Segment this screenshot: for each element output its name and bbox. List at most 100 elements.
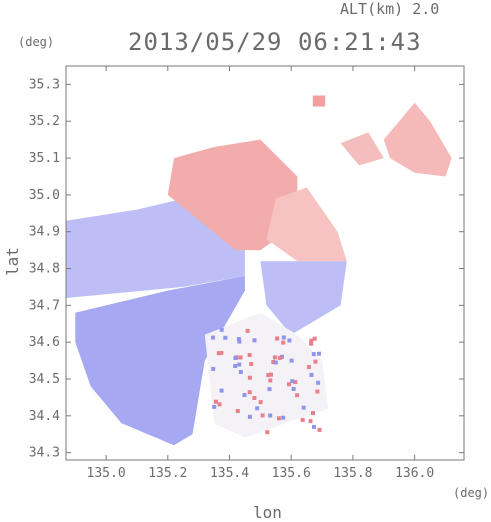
echo-speckle [295, 393, 300, 398]
echo-regions [66, 95, 452, 446]
echo-speckle [312, 336, 317, 341]
echo-region-east-sector [260, 261, 347, 335]
echo-speckle [287, 338, 292, 343]
echo-speckle [265, 430, 270, 435]
echo-speckle [260, 413, 265, 418]
x-tick-label: 135.0 [87, 466, 126, 481]
y-tick-label: 34.4 [29, 409, 60, 424]
plot-frame [65, 65, 465, 461]
echo-speckle [281, 335, 286, 340]
echo-speckle [301, 405, 306, 410]
x-axis-unit: (deg) [453, 486, 490, 500]
echo-speckle [309, 341, 314, 346]
x-tick-label: 136.0 [395, 466, 434, 481]
altitude-label: ALT(km) 2.0 [340, 0, 440, 18]
echo-speckle [233, 356, 238, 360]
echo-speckle [236, 337, 241, 342]
x-tick-label: 135.4 [210, 466, 249, 481]
echo-speckle [245, 328, 250, 333]
echo-speckle [219, 388, 224, 393]
echo-speckle [309, 372, 314, 377]
echo-speckle [317, 351, 321, 356]
y-tick-label: 35.2 [29, 114, 60, 129]
echo-speckle [276, 416, 281, 421]
echo-speckle [242, 393, 247, 397]
y-tick-label: 34.5 [29, 372, 60, 387]
echo-speckle [309, 338, 314, 343]
echo-speckle [268, 413, 273, 418]
echo-speckle [219, 327, 224, 332]
echo-speckle [235, 409, 240, 413]
y-tick-label: 34.9 [29, 225, 60, 240]
echo-speckle [249, 362, 254, 366]
echo-speckle [247, 414, 252, 419]
echo-speckle [211, 335, 215, 340]
echo-speckle [313, 359, 318, 364]
echo-speckle [290, 379, 295, 384]
echo-speckle [317, 427, 322, 432]
echo-speckle [271, 360, 276, 364]
y-tick-label: 34.7 [29, 298, 60, 313]
echo-speckle [216, 351, 221, 356]
x-tick-label: 135.8 [333, 466, 372, 481]
y-tick-label: 34.6 [29, 335, 60, 350]
echo-region-northeast-cloud [383, 102, 452, 177]
echo-speckle [247, 390, 252, 395]
echo-speckle [211, 366, 216, 371]
echo-speckle [315, 389, 320, 394]
x-tick-label: 135.6 [272, 466, 311, 481]
echo-speckle [238, 370, 243, 374]
y-tick-label: 35.3 [29, 77, 60, 92]
axis-ticks: 135.0 135.2 135.4 135.6 135.8 136.0 34.3 34.4 34… [29, 66, 464, 481]
echo-speckle [247, 353, 252, 357]
y-axis-unit: (deg) [18, 35, 55, 49]
echo-region-west-sector [66, 198, 245, 298]
echo-speckle [252, 338, 257, 343]
echo-speckle [281, 340, 286, 345]
echo-speckle [237, 362, 242, 367]
echo-speckle [223, 335, 228, 340]
echo-speckle [287, 382, 291, 387]
echo-speckle [268, 378, 273, 383]
echo-speckle [291, 387, 296, 391]
echo-speckle [237, 339, 242, 344]
echo-speckle [217, 402, 222, 407]
echo-speckle [280, 354, 284, 359]
echo-speckle [281, 415, 286, 420]
echo-speckle [300, 417, 305, 422]
echo-speckle [293, 380, 298, 385]
echo-speckle [273, 360, 278, 365]
echo-speckle [258, 400, 263, 405]
y-tick-label: 34.8 [29, 262, 60, 277]
echo-speckle [277, 355, 282, 360]
echo-speckle [272, 355, 277, 360]
echo-speckle [267, 387, 272, 392]
y-tick-label: 34.3 [29, 446, 60, 461]
echo-speckle [289, 358, 294, 363]
y-axis-label: lat [2, 247, 22, 276]
x-axis-label: lon [253, 503, 282, 522]
echo-region-northeast-fragment [340, 132, 384, 166]
echo-speckle [269, 372, 273, 377]
echo-speckle [252, 396, 257, 400]
echo-speckle [316, 380, 321, 385]
echo-speckle [213, 399, 218, 404]
echo-speckle [212, 404, 217, 409]
echo-speckle [275, 336, 280, 341]
echo-speckle [255, 406, 260, 411]
y-tick-label: 35.1 [29, 151, 60, 166]
echo-speckle [312, 424, 316, 429]
echo-region-north-speck [312, 95, 326, 107]
echo-speckle [306, 365, 311, 370]
echo-speckle [247, 375, 252, 380]
x-tick-label: 135.2 [148, 466, 187, 481]
echo-region-north-sector [167, 139, 298, 251]
echo-speckle [311, 411, 315, 416]
echo-region-southwest-sector [75, 275, 245, 446]
echo-speckle [311, 352, 316, 357]
echo-speckle [238, 355, 243, 360]
echo-speckle [219, 350, 224, 355]
echo-speckle [308, 419, 313, 424]
echo-region-northeast-sector [266, 187, 347, 262]
